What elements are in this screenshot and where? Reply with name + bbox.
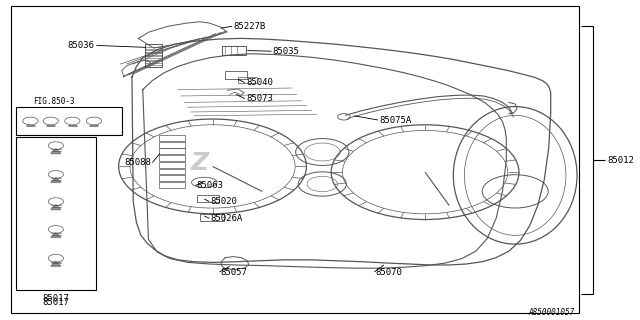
Text: 85088: 85088 xyxy=(124,158,151,167)
Bar xyxy=(159,148,185,154)
Text: A850001057: A850001057 xyxy=(528,308,574,317)
Text: 85070: 85070 xyxy=(376,268,403,277)
Polygon shape xyxy=(51,205,61,210)
Text: 85057: 85057 xyxy=(221,268,248,277)
Bar xyxy=(145,50,163,52)
Bar xyxy=(12,6,579,313)
Text: 85020: 85020 xyxy=(211,197,237,206)
Bar xyxy=(159,162,185,168)
Bar xyxy=(145,47,163,49)
Bar xyxy=(225,71,248,79)
Bar xyxy=(145,44,163,67)
Bar xyxy=(159,169,185,174)
Text: 85075A: 85075A xyxy=(380,116,412,124)
Bar xyxy=(159,182,185,188)
Bar xyxy=(16,137,97,290)
Text: 85017: 85017 xyxy=(42,298,69,307)
Text: 85012: 85012 xyxy=(607,156,634,164)
Polygon shape xyxy=(51,261,61,266)
Text: 85035: 85035 xyxy=(273,47,300,56)
Bar xyxy=(196,195,219,202)
Bar xyxy=(159,135,185,141)
Text: 85073: 85073 xyxy=(246,94,273,103)
Bar xyxy=(145,53,163,55)
Text: 85026A: 85026A xyxy=(211,214,243,223)
Polygon shape xyxy=(51,233,61,237)
Bar xyxy=(145,60,163,61)
Text: 85227B: 85227B xyxy=(234,22,266,31)
Polygon shape xyxy=(51,149,61,154)
Bar xyxy=(222,46,246,55)
Bar xyxy=(238,77,257,83)
Bar xyxy=(159,155,185,161)
Text: FIG.850-3: FIG.850-3 xyxy=(33,97,75,106)
Bar xyxy=(145,63,163,65)
Bar xyxy=(159,175,185,181)
Bar xyxy=(200,214,224,221)
Bar xyxy=(16,107,122,135)
Text: 85040: 85040 xyxy=(246,78,273,87)
Polygon shape xyxy=(51,178,61,182)
Text: 85036: 85036 xyxy=(67,41,94,50)
Bar xyxy=(159,142,185,148)
Bar xyxy=(145,56,163,58)
Text: 85063: 85063 xyxy=(196,181,223,190)
Text: 85017: 85017 xyxy=(42,294,69,303)
Text: Z: Z xyxy=(191,151,209,175)
